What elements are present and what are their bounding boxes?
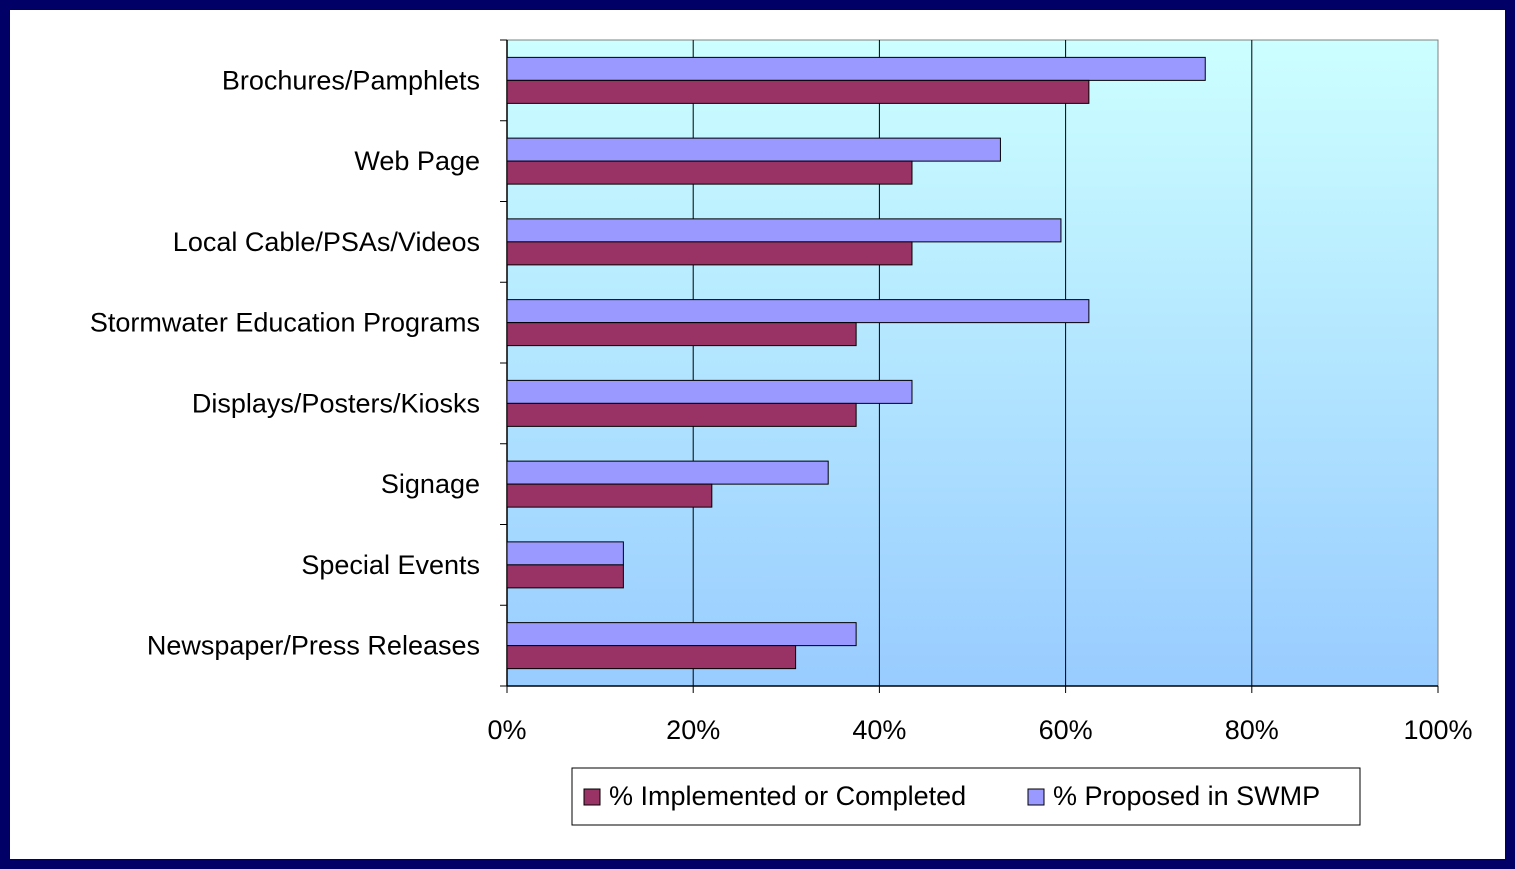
- category-label: Brochures/Pamphlets: [222, 65, 480, 95]
- bar-implemented: [506, 241, 913, 266]
- plot-background: [506, 39, 1439, 687]
- x-tick-label: 80%: [1225, 715, 1279, 745]
- x-tick-label: 60%: [1039, 715, 1093, 745]
- category-label: Special Events: [301, 550, 480, 580]
- x-tick-label: 20%: [666, 715, 720, 745]
- bar-implemented: [506, 402, 857, 427]
- bar-proposed: [506, 622, 857, 647]
- x-tick-label: 40%: [852, 715, 906, 745]
- category-label: Newspaper/Press Releases: [147, 631, 480, 661]
- legend-label: % Implemented or Completed: [609, 781, 966, 811]
- bar-implemented: [506, 160, 913, 185]
- bar-proposed: [506, 541, 624, 566]
- legend-swatch: [1027, 788, 1045, 806]
- legend-box: [571, 767, 1361, 826]
- bar-implemented: [506, 645, 797, 670]
- x-tick-label: 100%: [1403, 715, 1472, 745]
- bar-implemented: [506, 564, 624, 589]
- bar-proposed: [506, 460, 829, 485]
- category-label: Displays/Posters/Kiosks: [192, 388, 480, 418]
- legend-label: % Proposed in SWMP: [1053, 781, 1320, 811]
- bar-implemented: [506, 79, 1090, 104]
- bar-implemented: [506, 322, 857, 347]
- bar-implemented: [506, 483, 713, 508]
- category-label: Web Page: [354, 146, 480, 176]
- bar-proposed: [506, 137, 1001, 162]
- category-label: Signage: [381, 469, 480, 499]
- bar-proposed: [506, 218, 1062, 243]
- bar-proposed: [506, 379, 913, 404]
- category-label: Local Cable/PSAs/Videos: [173, 227, 480, 257]
- x-tick-label: 0%: [487, 715, 526, 745]
- bar-proposed: [506, 56, 1206, 81]
- legend-swatch: [583, 788, 601, 806]
- bar-proposed: [506, 299, 1090, 324]
- category-label: Stormwater Education Programs: [90, 308, 480, 338]
